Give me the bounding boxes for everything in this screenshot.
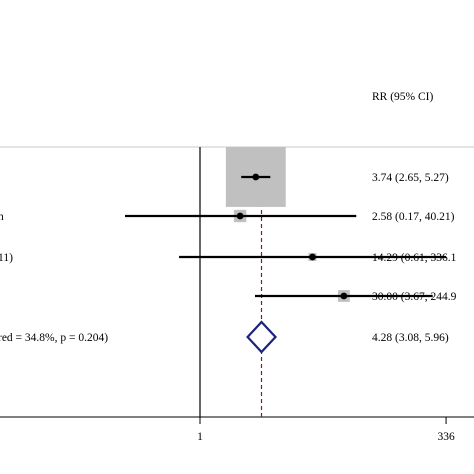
study-label-1: n <box>0 211 4 223</box>
overall-diamond <box>246 320 278 354</box>
study-point-0 <box>252 173 260 181</box>
study-point-3 <box>340 292 348 300</box>
marks-layer <box>125 147 447 354</box>
x-tick-label-2: 336 <box>437 431 455 443</box>
study-ci-text-1: 2.58 (0.17, 40.21) <box>372 211 455 223</box>
study-label-2: 11) <box>0 252 13 264</box>
study-ci-text-2: 14.29 (0.61, 336.1 <box>372 252 457 264</box>
study-point-1 <box>236 212 244 220</box>
overall-ci-text: 4.28 (3.08, 5.96) <box>372 332 449 344</box>
text-layer: RR (95% CI) .0029813363.74 (2.65, 5.27)n… <box>0 91 457 443</box>
study-ci-text-3: 30.00 (3.67, 244.9 <box>372 291 457 303</box>
column-header-rr: RR (95% CI) <box>372 91 434 103</box>
overall-label: red = 34.8%, p = 0.204) <box>0 332 108 344</box>
study-ci-text-0: 3.74 (2.65, 5.27) <box>372 172 449 184</box>
x-tick-label-1: 1 <box>197 431 203 443</box>
study-point-2 <box>309 253 316 261</box>
